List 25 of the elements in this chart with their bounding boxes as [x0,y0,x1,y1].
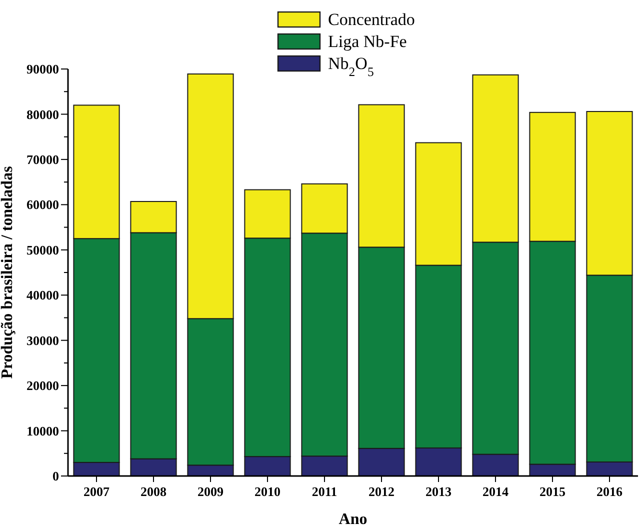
y-tick-label: 30000 [26,332,59,348]
y-tick-label: 0 [52,468,59,484]
y-tick-label: 80000 [26,106,59,122]
x-tick-label: 2007 [84,484,110,499]
x-tick-label: 2012 [368,484,394,499]
legend-label: Concentrado [328,10,415,29]
x-tick-label: 2016 [596,484,623,499]
y-tick-label: 90000 [26,62,59,77]
legend-label: Nb$_{2}$O$_{5}$ [328,54,374,79]
x-tick-label: 2013 [426,484,452,499]
y-tick-label: 10000 [26,423,59,438]
x-axis-title: Ano [338,511,368,528]
x-tick-label: 2009 [198,484,224,499]
y-tick-label: 60000 [26,197,59,212]
legend-label: Liga Nb-Fe [328,32,407,51]
x-tick-label: 2011 [312,484,338,499]
y-tick-label: 50000 [26,242,59,258]
x-tick-label: 2015 [540,484,566,499]
x-tick-label: 2008 [140,484,167,499]
y-tick-label: 40000 [26,288,59,303]
x-tick-label: 2010 [254,484,280,499]
y-axis-title: Produção brasileira / toneladas [0,166,16,379]
y-tick-label: 20000 [26,378,59,394]
x-tick-label: 2014 [482,484,509,499]
y-tick-label: 70000 [26,152,59,167]
